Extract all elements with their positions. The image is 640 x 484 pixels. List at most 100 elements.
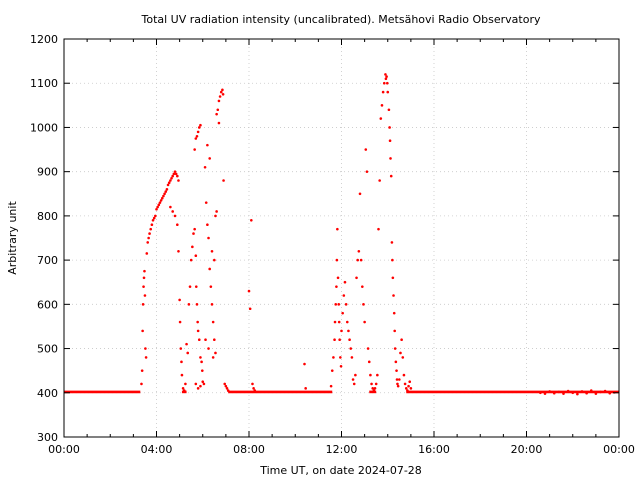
data-point [203,165,207,169]
data-point [580,390,584,393]
data-point [343,280,347,284]
x-tick-label: 04:00 [141,443,173,456]
y-tick-label: 600 [37,298,58,311]
data-point [140,382,143,386]
data-point [193,148,196,151]
data-point [357,249,361,253]
data-point [371,387,375,390]
data-point [356,258,359,262]
data-point [171,174,174,178]
data-point [142,276,146,280]
data-point [337,320,341,324]
data-point [215,210,218,213]
data-point [359,258,363,262]
data-point [250,219,253,222]
data-point [335,258,339,262]
data-point [399,351,402,355]
data-point [204,201,208,204]
data-point [552,391,556,395]
data-point [185,342,188,346]
data-point [165,188,169,191]
data-point [202,382,206,386]
data-point [385,75,388,78]
data-point [221,88,224,92]
data-point [339,364,343,368]
data-point [211,356,215,359]
data-point [169,179,172,182]
data-point [348,338,351,342]
data-point [216,108,220,112]
data-point [155,207,158,211]
data-point [344,303,348,306]
data-point [184,382,187,386]
data-point [336,276,340,280]
data-point [218,95,222,98]
data-point [389,174,393,178]
data-point [304,387,307,390]
data-point [167,181,171,185]
data-point [408,380,412,384]
data-point [149,227,153,231]
data-point [204,338,207,342]
y-axis-label: Arbitrary unit [6,201,19,275]
data-point [303,362,306,366]
data-point [342,294,346,297]
data-point [189,258,193,262]
data-point [207,236,210,240]
data-point [362,303,365,306]
data-point [206,223,209,227]
data-point [361,285,364,288]
data-point [391,276,395,280]
data-point [562,392,565,395]
data-point [378,179,381,182]
data-point [339,356,342,359]
data-point [403,382,407,386]
data-point [548,390,551,393]
data-point [543,392,547,395]
data-point [196,320,199,324]
data-point [340,329,343,333]
data-point [194,382,198,386]
grid-lines [64,39,619,437]
data-point [214,351,217,355]
data-point [166,183,170,187]
data-point [144,356,148,359]
data-point [196,329,200,333]
data-point [145,252,149,255]
data-point [336,227,339,231]
data-point [177,179,180,182]
data-point [217,99,221,103]
data-point [345,320,349,324]
data-point [199,356,202,359]
data-point [214,214,217,218]
data-point [374,382,378,386]
data-point [392,311,396,315]
data-point [396,382,399,386]
chart-title: Total UV radiation intensity (uncalibrat… [141,13,541,26]
data-point [395,369,398,372]
data-point [373,387,377,390]
data-point [363,320,366,324]
data-point [354,373,357,377]
data-point [407,384,410,388]
y-tick-label: 1100 [30,77,58,90]
data-point [389,157,392,160]
data-point [217,121,221,125]
data-point [200,369,204,372]
data-point [396,384,400,388]
data-point [406,389,409,392]
data-point [338,338,341,342]
data-point [208,157,211,160]
data-point [355,276,358,280]
data-point [365,170,369,173]
y-tick-label: 900 [37,166,58,179]
y-tick-label: 300 [37,431,58,444]
data-point [335,285,338,288]
data-point [191,245,194,249]
data-point [195,303,199,306]
data-point [157,203,161,207]
data-point [409,387,413,390]
data-point [352,382,356,386]
data-point [150,223,154,227]
